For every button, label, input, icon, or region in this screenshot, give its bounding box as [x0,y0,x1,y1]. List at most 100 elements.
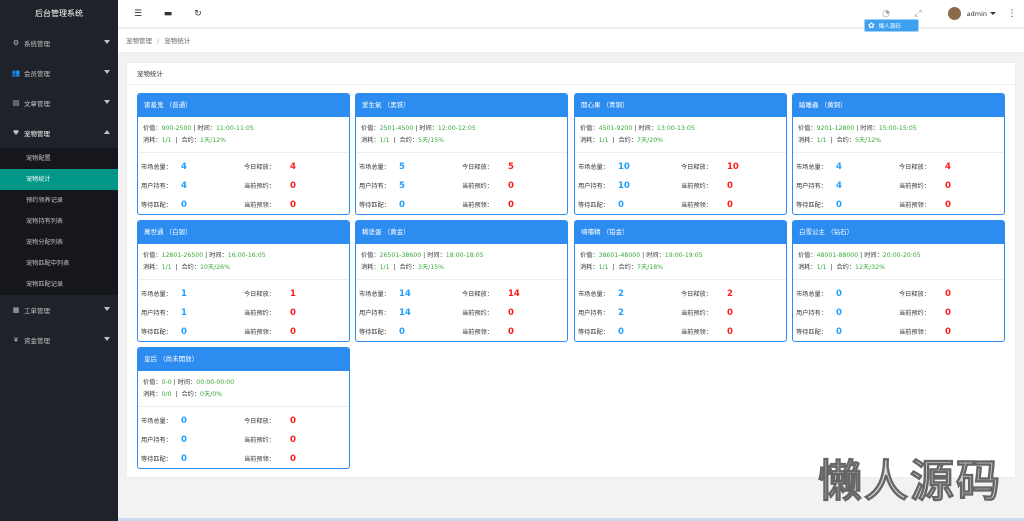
chevron-down-icon [104,337,110,341]
stat-label: 当前预约： [462,183,493,190]
cost-label: 消耗： [143,391,162,398]
submenu-pet-stats[interactable]: 宠物统计 [0,169,118,190]
cost-contract-line: 消耗：1/1 | 合约：1天/12% [143,137,227,144]
sidebar-item-label: 资金管理 [24,337,50,345]
price-time-line: 价值：12801-26500 | 时间：16:00-16:05 [143,252,266,259]
topbar: ☰ ▬ ↻ ◔ ⤢ admin ⋮ [118,0,1024,28]
stat-label: 市场总量： [359,291,390,298]
cost-label: 消耗： [361,137,380,144]
stat-release: 今日释放： 4 [899,162,1002,172]
pet-card-info: 价值：900-2500 | 时间：11:00-11:05 消耗：1/1 | 合约：… [138,117,349,153]
cost-contract-line: 消耗：1/1 | 合约：7天/20% [580,137,664,144]
price-label: 价值： [143,379,162,386]
stat-value: 2 [618,307,624,318]
breadcrumb-parent[interactable]: 宠物管理 [126,37,152,45]
cost-value: 1/1 [816,137,827,144]
stat-value: 4 [181,161,187,172]
chevron-down-icon [104,307,110,311]
contract-value: 0天/0% [200,391,223,398]
stat-adopt: 当前预领： 0 [462,327,565,337]
stat-label: 市场总量： [359,164,390,171]
submenu-adoption-records[interactable]: 预约领养记录 [26,197,64,204]
stat-hold: 用户持有： 0 [141,435,244,445]
pet-card-stats: 市场总量： 5 今日释放： 5 用户持有： 5 当前预约： 0 等待匹配： 0 当前预领： 0 [356,153,567,214]
sidebar-item-funds[interactable]: ¥ 资金管理 [0,325,118,355]
stat-row: 等待匹配： 0 当前预领： 0 [141,449,349,468]
stat-hold: 用户持有： 4 [796,181,899,191]
user-menu[interactable]: admin [947,7,996,20]
more-icon[interactable]: ⋮ [1007,9,1017,19]
price-value: 12801-26500 [161,252,204,259]
refresh-icon[interactable]: ↻ [194,9,202,19]
pet-card: 皇后 （尚未開放） 价值：0-0 | 时间：00:00-00:00 消耗：0/0 |… [137,347,350,469]
stat-label: 市场总量： [141,291,172,298]
stat-label: 用户持有： [359,310,390,317]
contract-label: 合约： [618,264,638,271]
contract-value: 12天/32% [855,264,885,271]
stat-label: 等待匹配： [796,329,827,336]
caret-down-icon [990,12,996,15]
submenu-pet-config[interactable]: 宠物配置 [26,155,51,162]
stat-label: 市场总量： [796,164,827,171]
pet-card-info: 价值：26501-38600 | 时间：18:00-18:05 消耗：1/1 | … [356,244,567,280]
stat-reserve: 当前预约： 0 [244,435,347,445]
stat-value: 0 [945,180,951,191]
time-label: 时间： [177,379,197,386]
contract-label: 合约： [181,264,201,271]
contract-value: 7天/18% [637,264,664,271]
breadcrumb-current: 宠物统计 [164,37,191,45]
stat-value: 14 [399,307,411,318]
fullscreen-icon[interactable]: ⤢ [914,9,922,19]
message-icon[interactable]: ▬ [163,9,173,19]
stat-label: 当前预约： [244,310,275,317]
cost-contract-line: 消耗：1/1 | 合约：3天/15% [361,264,445,271]
bottom-scrollbar[interactable] [118,518,1024,521]
stat-reserve: 当前预约： 0 [899,308,1002,318]
time-label: 时间： [646,252,665,259]
cost-value: 1/1 [161,264,172,271]
stat-hold: 用户持有： 1 [141,308,244,318]
stat-label: 当前预领： [681,329,712,336]
sidebar-item-pets[interactable]: ♥ 宠物管理 [0,118,118,148]
stat-label: 当前预领： [462,202,493,209]
price-label: 价值： [580,252,599,259]
stat-row: 市场总量： 1 今日释放： 1 [141,284,349,303]
stat-label: 等待匹配： [141,202,172,209]
palette-icon[interactable]: ◔ [882,9,890,19]
submenu-pet-allocation[interactable]: 宠物分配列表 [26,239,64,246]
sidebar-item-label: 系统管理 [24,40,50,48]
sidebar-item-articles[interactable]: ▤ 文章管理 [0,88,118,118]
sidebar-item-tickets[interactable]: ▦ 工单管理 [0,295,118,325]
menu-collapse-icon[interactable]: ☰ [133,9,143,19]
cost-value: 1/1 [598,264,609,271]
stat-value: 0 [836,199,842,210]
submenu-match-records[interactable]: 宠物匹配记录 [26,281,64,288]
pet-card-info: 价值：0-0 | 时间：00:00-00:00 消耗：0/0 | 合约：0天/0% [138,371,349,407]
stat-market: 市场总量： 10 [578,162,681,172]
stat-label: 当前预领： [681,202,712,209]
stat-row: 等待匹配： 0 当前预领： 0 [578,322,786,341]
stat-label: 等待匹配： [141,456,172,463]
stat-row: 市场总量： 4 今日释放： 4 [141,157,349,176]
sidebar-item-system[interactable]: ⚙ 系统管理 [0,28,118,58]
stat-row: 市场总量： 4 今日释放： 4 [796,157,1004,176]
stat-hold: 用户持有： 2 [578,308,681,318]
stat-value: 0 [181,326,187,337]
stat-market: 市场总量： 4 [796,162,899,172]
floating-badge[interactable]: ✿ 懒人源码 [864,19,919,32]
stat-hold: 用户持有： 5 [359,181,462,191]
submenu-pet-holdings[interactable]: 宠物持有列表 [26,218,64,225]
pet-card-title: 萬世通 （白银） [138,221,349,244]
time-label: 时间： [209,252,228,259]
stat-reserve: 当前预约： 0 [899,181,1002,191]
stat-label: 今日释放： [899,291,930,298]
sidebar-item-members[interactable]: 👥 会员管理 [0,58,118,88]
stat-market: 市场总量： 14 [359,289,462,299]
yen-icon: ¥ [13,336,19,344]
stat-release: 今日释放： 2 [681,289,784,299]
price-value: 900-2500 [161,125,192,132]
submenu-pet-matching[interactable]: 宠物匹配中列表 [26,260,70,267]
stat-reserve: 当前预约： 0 [681,308,784,318]
price-value: 38601-48000 [598,252,641,259]
pet-card-stats: 市场总量： 4 今日释放： 4 用户持有： 4 当前预约： 0 等待匹配： 0 当前预领： 0 [793,153,1004,214]
